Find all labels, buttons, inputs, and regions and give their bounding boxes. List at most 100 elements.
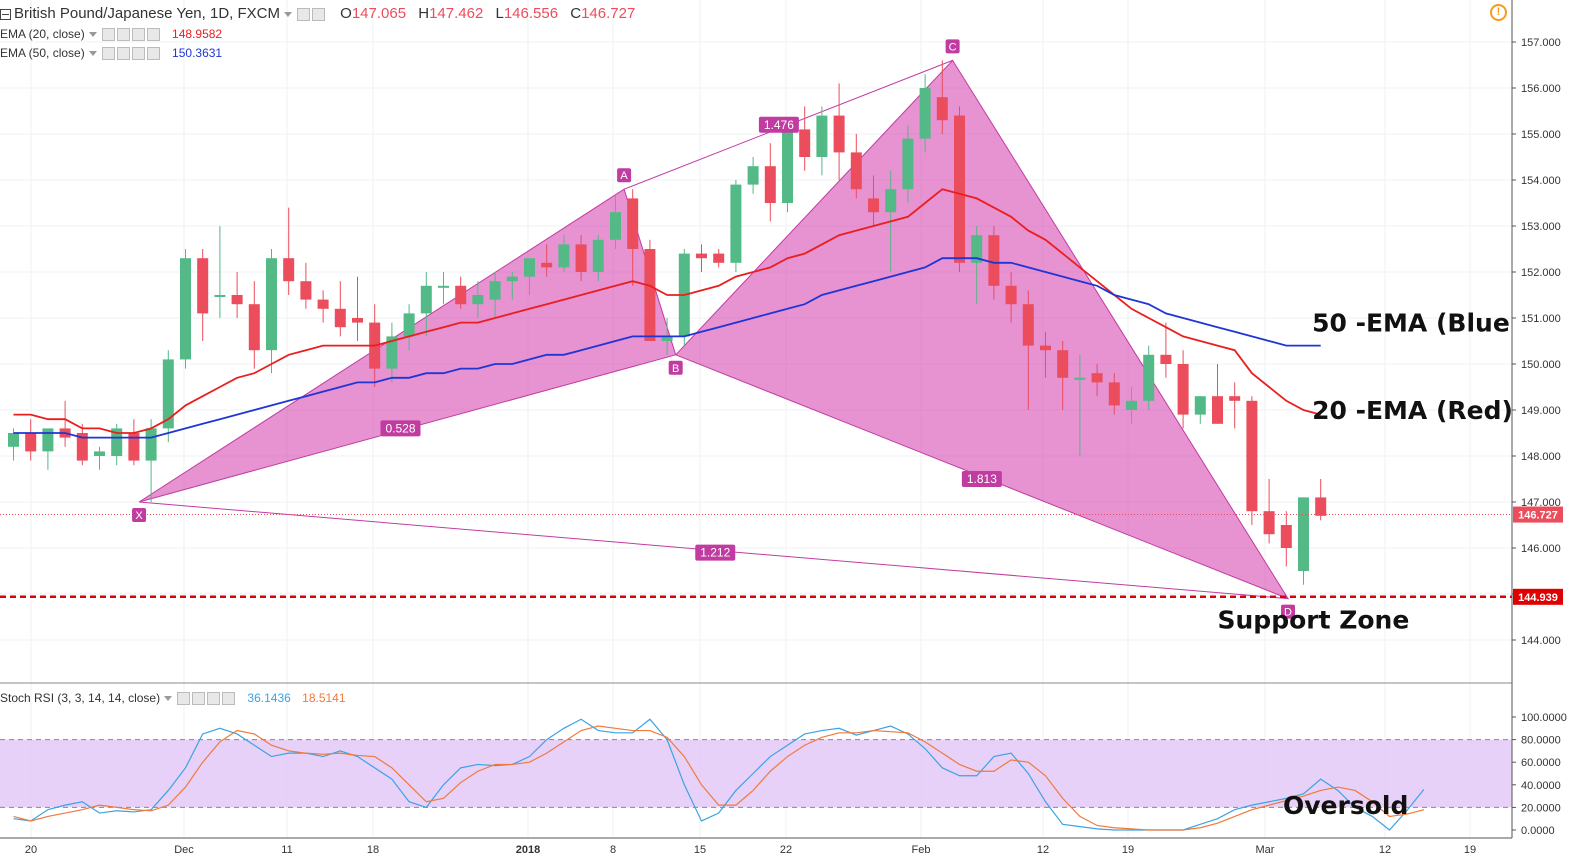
ema50-label[interactable]: EMA (50, close): [0, 46, 85, 60]
eye-icon[interactable]: [177, 692, 191, 706]
candle: [386, 322, 398, 383]
pattern-ratio-label: 1.476: [764, 118, 794, 132]
chevron-down-icon[interactable]: [284, 11, 292, 17]
candle: [558, 235, 570, 272]
y-tick-label: 144.000: [1521, 635, 1561, 647]
candle: [816, 106, 828, 176]
eye-icon[interactable]: [101, 28, 115, 42]
stoch-label[interactable]: Stoch RSI (3, 3, 14, 14, close): [0, 691, 161, 705]
pattern-point-badge: [617, 168, 632, 183]
candle-body: [334, 308, 346, 328]
candle-body: [162, 359, 174, 429]
pattern-point-label: D: [1284, 607, 1292, 619]
candle-body: [644, 249, 656, 341]
candle: [111, 423, 123, 466]
gear-icon[interactable]: [116, 47, 130, 61]
candle-body: [420, 285, 432, 314]
ema20-label[interactable]: EMA (20, close): [0, 27, 85, 41]
candle: [214, 226, 226, 318]
candle: [76, 423, 88, 466]
symbol-title[interactable]: British Pound/Japanese Yen, 1D, FXCM: [14, 5, 280, 22]
candle: [438, 272, 449, 305]
annotation-text: Support Zone: [1218, 605, 1410, 634]
candle: [1315, 479, 1327, 521]
candle: [145, 419, 157, 502]
chevron-down-icon[interactable]: [88, 51, 97, 57]
candle-body: [386, 336, 398, 369]
x-tick-label: 18: [367, 844, 379, 856]
candle-body: [403, 313, 415, 337]
candle: [541, 244, 553, 277]
candle-body: [317, 299, 329, 309]
x-tick-label: Feb: [912, 844, 931, 856]
chevron-down-icon[interactable]: [88, 32, 97, 38]
candle-body: [988, 235, 1000, 286]
warning-icon[interactable]: !: [1490, 4, 1507, 21]
candle: [575, 235, 587, 282]
candle-body: [214, 295, 226, 297]
osc-tick-label: 40.0000: [1521, 780, 1561, 792]
gear-icon[interactable]: [312, 7, 325, 21]
chevron-down-icon[interactable]: [164, 696, 173, 702]
candle: [455, 276, 467, 309]
candle: [317, 290, 329, 323]
candle: [936, 60, 948, 134]
current-price-badge-bg: [1513, 506, 1563, 523]
candle: [1143, 345, 1155, 410]
eye-icon[interactable]: [297, 7, 310, 21]
candle: [610, 193, 621, 249]
candle-body: [1057, 350, 1069, 378]
candle-body: [1126, 400, 1137, 410]
candle-body: [833, 115, 845, 153]
plus-icon[interactable]: [131, 47, 145, 61]
candle-body: [541, 262, 553, 268]
current-price-badge: 146.727: [1513, 506, 1563, 523]
stoch-band: [0, 739, 1512, 808]
candle: [1040, 331, 1051, 378]
pattern-ratio-label: 1.813: [967, 472, 997, 486]
y-tick-label: 157.000: [1521, 37, 1561, 49]
candle: [248, 281, 260, 369]
candle: [919, 74, 931, 153]
candle-body: [1160, 354, 1172, 364]
close-icon[interactable]: [222, 692, 236, 706]
annotation-text: 20 -EMA (Red): [1312, 396, 1513, 425]
y-tick-label: 148.000: [1521, 451, 1561, 463]
x-tick-label: 20: [25, 844, 37, 856]
candle-body: [868, 198, 879, 213]
candle-body: [1194, 396, 1206, 415]
candle-body: [1040, 345, 1051, 351]
candle-body: [971, 235, 983, 263]
candle: [1246, 396, 1258, 525]
close-icon[interactable]: [146, 47, 160, 61]
close-icon[interactable]: [146, 28, 160, 42]
support-price-badge: 144.939: [1513, 588, 1563, 605]
candle: [1022, 290, 1034, 410]
candle-body: [1108, 382, 1120, 406]
x-tick-label: 19: [1122, 844, 1134, 856]
candle: [1126, 387, 1137, 424]
pattern-point-a: A: [617, 168, 632, 183]
candle-body: [489, 281, 501, 300]
collapse-icon[interactable]: [0, 8, 11, 20]
plus-icon[interactable]: [131, 28, 145, 42]
candle-body: [919, 88, 931, 139]
candle: [868, 175, 879, 226]
eye-icon[interactable]: [101, 47, 115, 61]
candle-body: [300, 281, 312, 300]
candle: [197, 249, 209, 341]
support-price-badge-label: 144.939: [1518, 592, 1558, 604]
candle: [1074, 354, 1086, 456]
gear-icon[interactable]: [116, 28, 130, 42]
gear-icon[interactable]: [192, 692, 206, 706]
candle: [334, 281, 346, 337]
candle-body: [472, 295, 484, 305]
x-tick-label: 12: [1379, 844, 1391, 856]
candle: [300, 262, 312, 309]
osc-tick-label: 0.0000: [1521, 825, 1555, 837]
candle-body: [1298, 497, 1309, 571]
candle: [42, 428, 54, 470]
pattern-point-x: X: [132, 508, 147, 522]
plus-icon[interactable]: [207, 692, 221, 706]
candle-body: [1229, 396, 1241, 401]
